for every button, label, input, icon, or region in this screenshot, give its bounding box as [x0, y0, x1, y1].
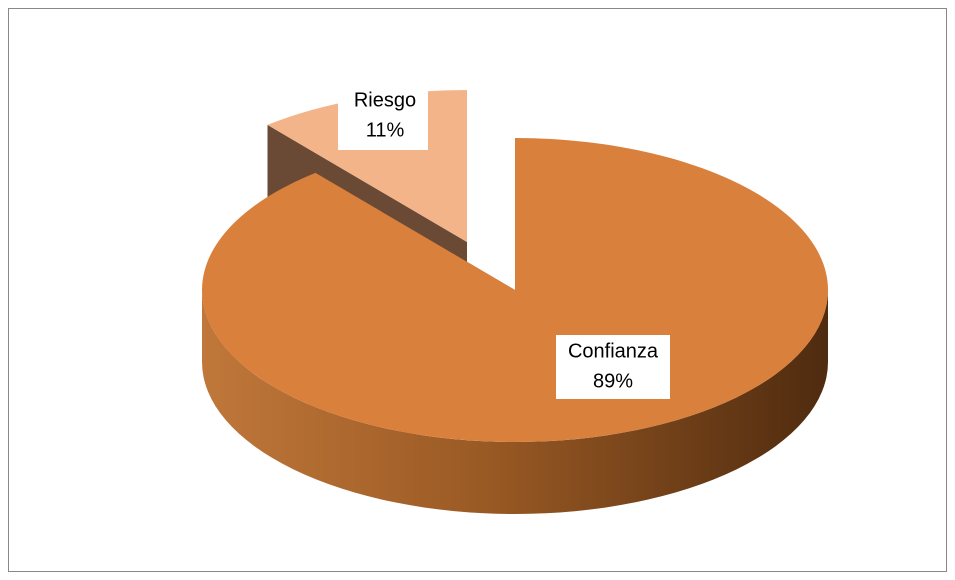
slice-label: Confianza — [568, 340, 659, 362]
slice-value-label: 11% — [366, 119, 405, 141]
slice-value-label: 89% — [593, 370, 633, 392]
label-box — [338, 86, 428, 150]
slice-label: Riesgo — [354, 89, 416, 111]
slice — [202, 138, 829, 442]
label-box — [556, 335, 670, 399]
slice-side — [202, 290, 828, 514]
